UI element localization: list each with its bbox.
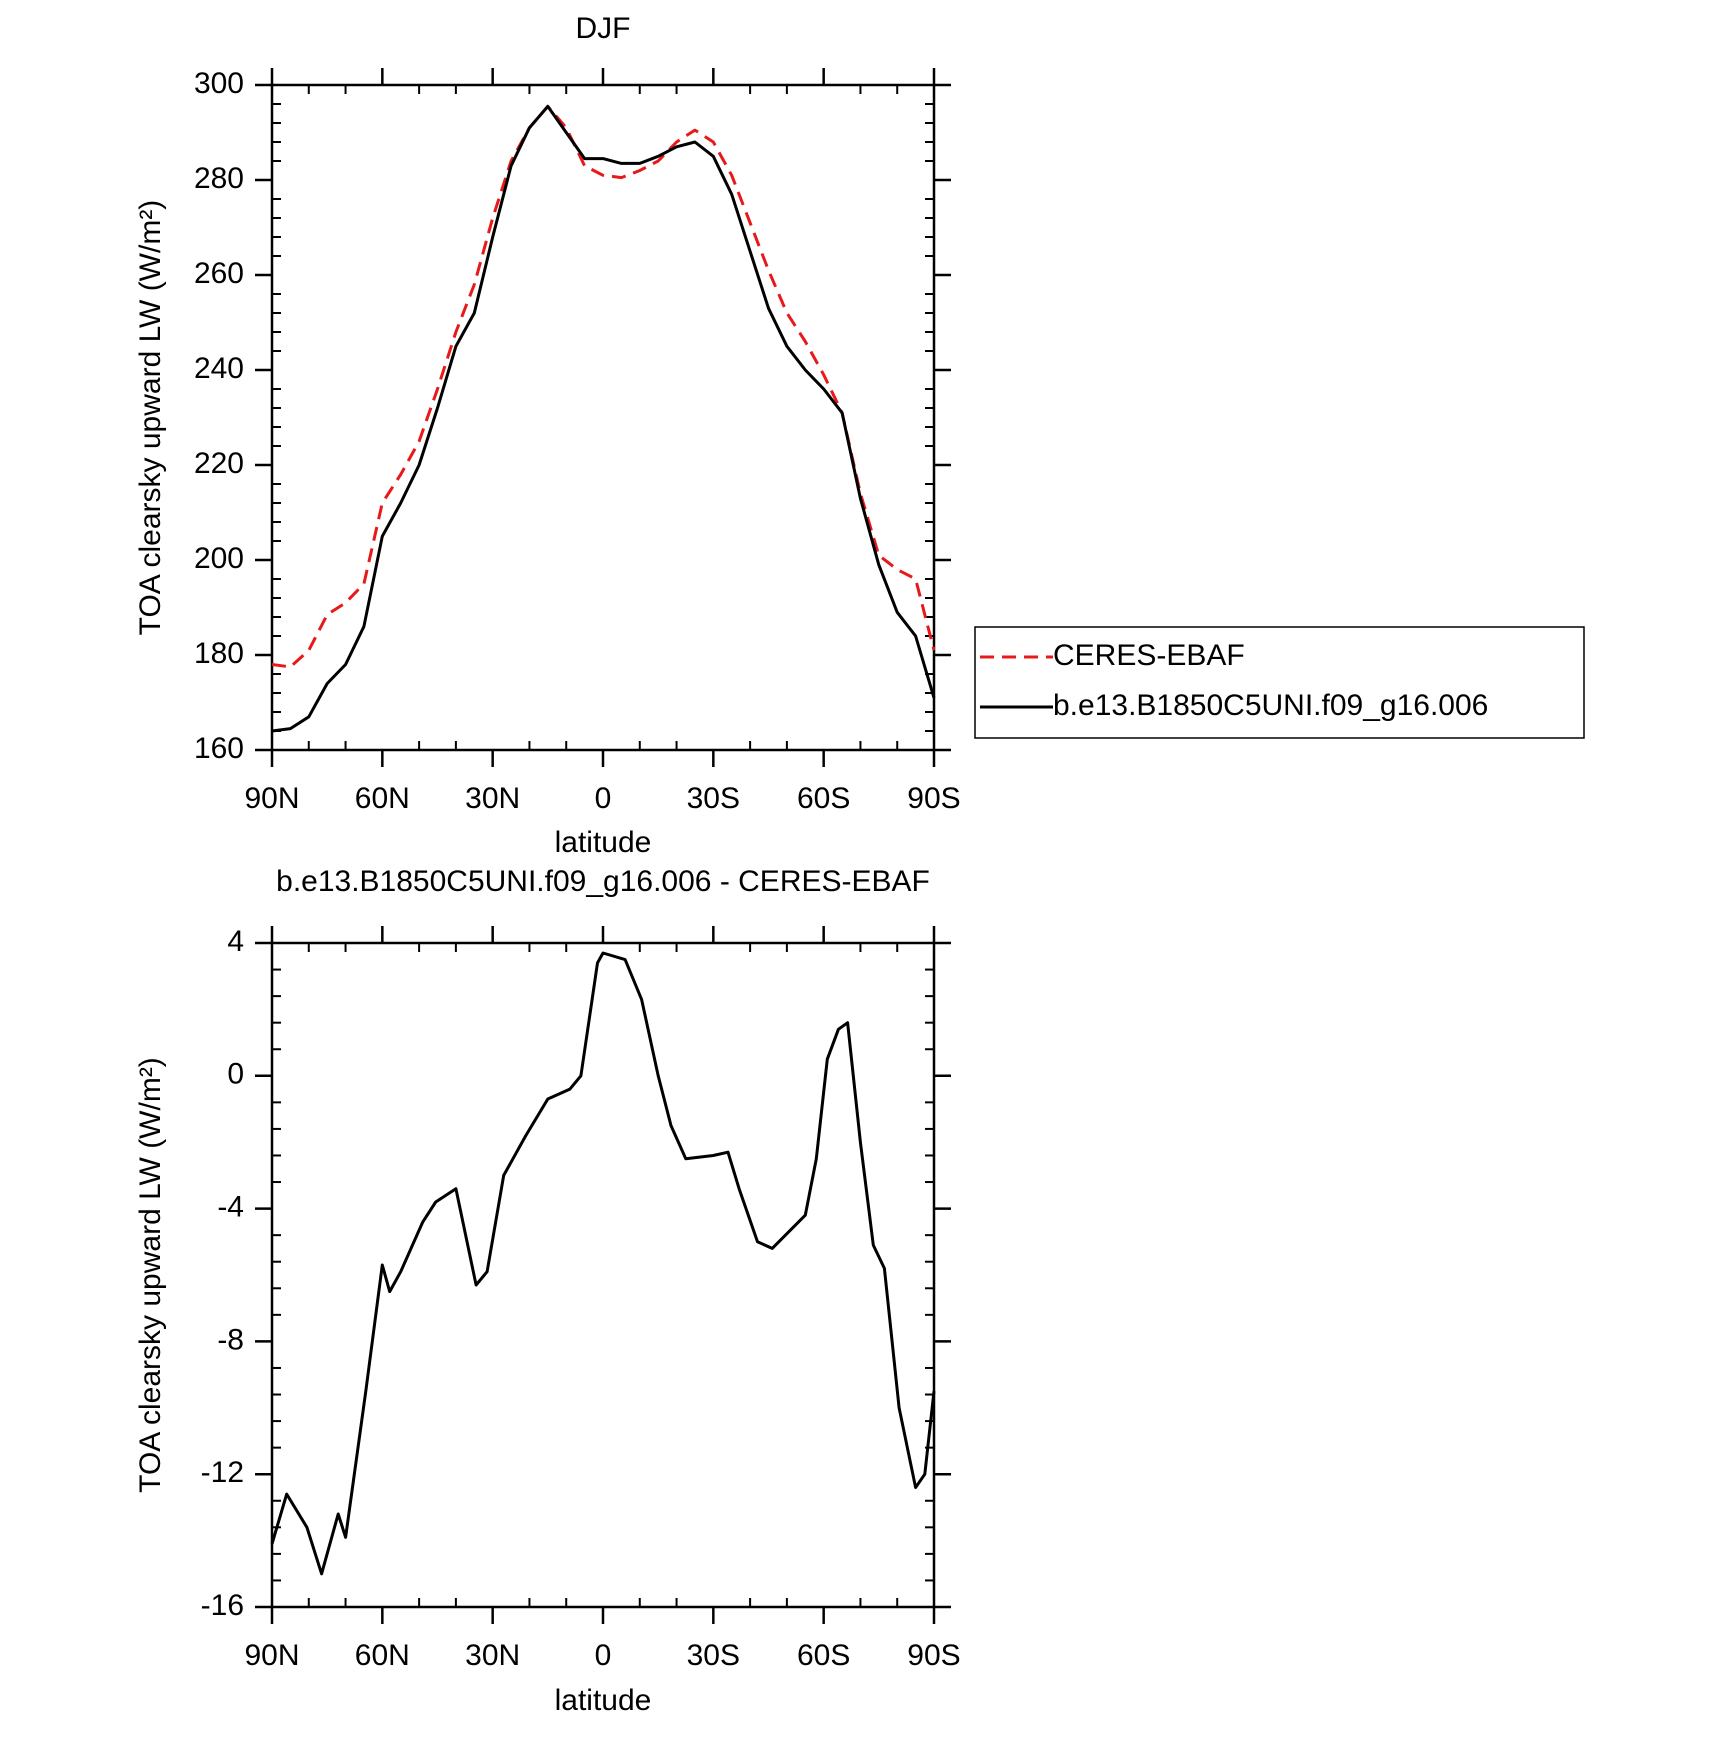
chart-title: b.e13.B1850C5UNI.f09_g16.006 - CERES-EBA… [276,865,930,898]
legend-label: b.e13.B1850C5UNI.f09_g16.006 [1053,689,1488,722]
data-line [271,104,936,733]
data-line [270,951,936,1576]
x-tick-label: 90N [244,1639,299,1672]
x-tick-label: 30S [687,1639,740,1672]
y-tick-label: 200 [194,542,244,575]
x-tick-label: 90S [907,1639,960,1672]
plot-frame [270,941,936,1609]
y-tick-label: -8 [217,1323,244,1356]
y-tick-label: 160 [194,732,244,765]
y-tick-label: 240 [194,352,244,385]
x-axis-label: latitude [555,826,652,859]
y-tick-label: 260 [194,257,244,290]
y-tick-label: -16 [201,1589,244,1622]
y-tick-label: 220 [194,447,244,480]
plot-frame [270,83,936,752]
x-tick-label: 30S [687,782,740,815]
y-tick-label: 280 [194,162,244,195]
x-tick-label: 90S [907,782,960,815]
y-tick-label: 180 [194,637,244,670]
legend-label: CERES-EBAF [1053,639,1245,672]
y-tick-label: -12 [201,1456,244,1489]
x-tick-label: 60N [355,1639,410,1672]
data-line [271,104,936,669]
legend-box [974,626,1585,739]
y-tick-label: 0 [227,1058,244,1091]
chart-title: DJF [576,12,631,45]
x-axis-label: latitude [555,1684,652,1717]
y-tick-label: 300 [194,67,244,100]
x-tick-label: 0 [595,782,612,815]
y-axis-label: TOA clearsky upward LW (W/m²) [134,1057,167,1493]
x-tick-label: 30N [465,782,520,815]
y-tick-label: 4 [227,925,244,958]
x-tick-label: 60S [797,782,850,815]
y-tick-label: -4 [217,1191,244,1224]
x-tick-label: 30N [465,1639,520,1672]
x-tick-label: 90N [244,782,299,815]
x-tick-label: 0 [595,1639,612,1672]
y-axis-label: TOA clearsky upward LW (W/m²) [134,200,167,636]
x-tick-label: 60S [797,1639,850,1672]
x-tick-label: 60N [355,782,410,815]
